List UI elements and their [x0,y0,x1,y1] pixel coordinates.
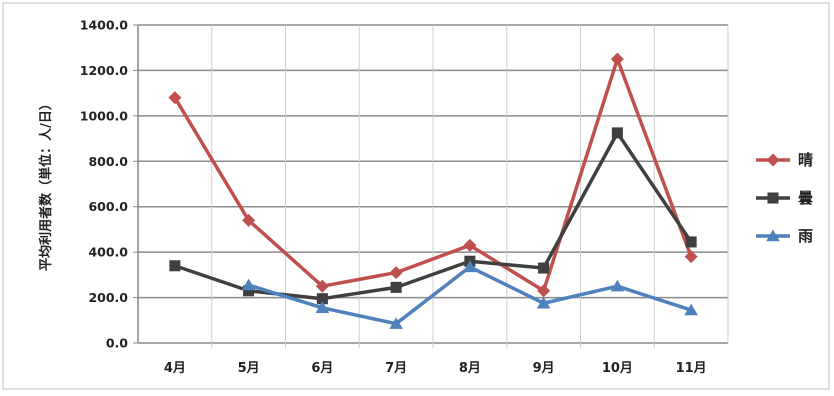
series-line [174,131,693,301]
data-point-marker [390,281,402,293]
data-point-marker [610,279,625,292]
data-point-marker [684,250,698,264]
series-曇 [169,127,697,305]
data-point-marker [766,153,780,167]
legend-item: 雨 [756,227,813,245]
series-雨 [241,260,698,329]
x-tick-label: 5月 [238,361,260,376]
y-tick-label: 1200.0 [80,63,129,78]
data-point-marker [389,317,403,329]
data-point-marker [684,303,698,316]
y-tick-label: 1000.0 [80,108,129,123]
legend-item: 晴 [756,151,813,169]
x-tick-label: 8月 [459,361,481,376]
legend-label: 雨 [798,227,813,245]
chart-border [2,2,830,390]
series-line [173,57,693,293]
data-point-marker [315,279,329,293]
data-point-marker [766,229,780,242]
data-point-marker [389,266,403,280]
data-point-marker [241,278,256,291]
x-axis-ticks: 4月 5月 6月 7月 8月 9月 10月 11月 [164,361,707,376]
y-tick-label: 0.0 [106,336,128,351]
data-point-marker [685,236,697,248]
y-tick-label: 200.0 [88,290,128,305]
x-tick-label: 11月 [676,361,707,376]
data-point-marker [537,284,551,298]
data-point-marker [168,91,182,105]
legend-item: 曇 [756,189,813,207]
legend: 晴曇雨 [756,151,813,245]
data-point-marker [536,296,551,309]
x-tick-label: 10月 [602,361,633,376]
y-axis-ticks: 0.0 200.0 400.0 600.0 800.0 1000.0 1200.0 1400.… [80,18,129,351]
data-point-marker [610,52,624,66]
y-tick-label: 600.0 [88,199,128,214]
y-tick-label: 400.0 [88,245,128,260]
y-axis-label: 平均利用者数（単位：人/日） [38,97,54,271]
x-tick-label: 9月 [533,361,555,376]
data-point-marker [611,127,623,139]
y-tick-label: 800.0 [88,154,128,169]
data-point-marker [316,293,328,305]
data-point-marker [463,238,477,252]
x-tick-label: 6月 [311,361,333,376]
data-point-marker [767,192,779,204]
data-point-marker [242,213,256,227]
x-tick-label: 4月 [164,361,186,376]
data-point-marker [463,260,477,273]
legend-label: 晴 [798,151,813,169]
data-point-marker [243,285,255,297]
y-tick-label: 1400.0 [80,18,129,33]
series-layer [168,52,698,329]
data-point-marker [538,262,550,274]
data-point-marker [169,260,181,272]
series-晴 [168,52,698,298]
legend-label: 曇 [798,189,813,207]
data-point-marker [315,301,330,313]
x-tick-label: 7月 [385,361,407,376]
